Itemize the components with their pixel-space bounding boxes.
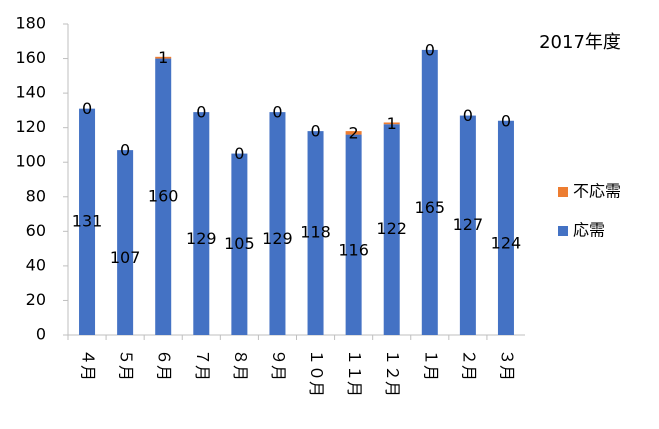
data-label: 131 bbox=[72, 211, 103, 230]
x-tick-label: １２月 bbox=[383, 349, 402, 397]
data-label: 105 bbox=[224, 234, 255, 253]
x-tick-label: ９月 bbox=[269, 349, 288, 381]
legend-marker bbox=[558, 226, 568, 236]
data-label: 118 bbox=[300, 223, 331, 242]
data-label: 2 bbox=[349, 123, 359, 142]
data-label: 116 bbox=[338, 240, 369, 259]
data-label: 0 bbox=[234, 144, 244, 163]
x-tick-label: ８月 bbox=[231, 349, 250, 381]
x-tick-label: ３月 bbox=[497, 349, 516, 381]
legend-marker bbox=[558, 187, 568, 197]
y-tick-label: 120 bbox=[15, 117, 46, 136]
data-label: 129 bbox=[186, 229, 217, 248]
bar-segment bbox=[459, 115, 476, 335]
data-label: 0 bbox=[501, 111, 511, 130]
x-tick-label: １０月 bbox=[307, 349, 326, 397]
bar-segment bbox=[269, 112, 286, 335]
bar-segment bbox=[345, 134, 362, 335]
data-label: 129 bbox=[262, 229, 293, 248]
legend-label: 不応需 bbox=[573, 182, 621, 201]
bar-segment bbox=[155, 56, 172, 59]
data-label: 107 bbox=[110, 248, 141, 267]
data-label: 1 bbox=[387, 114, 397, 133]
y-tick-label: 100 bbox=[15, 152, 46, 171]
x-tick-label: ７月 bbox=[193, 349, 212, 381]
data-label: 0 bbox=[82, 99, 92, 118]
bar-segment bbox=[155, 58, 172, 336]
bar-segment bbox=[345, 131, 362, 135]
data-label: 0 bbox=[463, 106, 473, 125]
y-tick-label: 140 bbox=[15, 83, 46, 102]
data-label: 124 bbox=[491, 233, 522, 252]
x-tick-label: ４月 bbox=[79, 349, 98, 381]
data-label: 0 bbox=[272, 103, 282, 122]
bar-segment bbox=[117, 150, 134, 335]
x-tick-label: ６月 bbox=[155, 349, 174, 381]
x-tick-label: １月 bbox=[421, 349, 440, 381]
x-tick-label: ２月 bbox=[459, 349, 478, 381]
data-label: 165 bbox=[415, 198, 446, 217]
bar-segment bbox=[307, 131, 324, 335]
y-tick-label: 180 bbox=[15, 14, 46, 33]
y-tick-label: 160 bbox=[15, 48, 46, 67]
data-label: 0 bbox=[120, 141, 130, 160]
data-label: 127 bbox=[453, 215, 484, 234]
y-tick-label: 20 bbox=[26, 290, 46, 309]
data-label: 122 bbox=[376, 219, 407, 238]
data-label: 1 bbox=[158, 48, 168, 67]
x-tick-label: １１月 bbox=[345, 349, 364, 397]
bar-segment bbox=[497, 120, 514, 335]
bar-segment bbox=[79, 108, 96, 336]
y-tick-label: 40 bbox=[26, 255, 46, 274]
y-tick-label: 60 bbox=[26, 221, 46, 240]
bar-segment bbox=[421, 49, 438, 336]
x-tick-label: ５月 bbox=[117, 349, 136, 381]
bar-segment bbox=[193, 112, 210, 335]
legend-label: 応需 bbox=[573, 221, 605, 240]
data-label: 0 bbox=[310, 122, 320, 141]
bar-segment bbox=[231, 153, 248, 335]
data-label: 0 bbox=[196, 103, 206, 122]
y-tick-label: 0 bbox=[36, 325, 46, 344]
y-tick-label: 80 bbox=[26, 186, 46, 205]
data-label: 0 bbox=[425, 40, 435, 59]
chart-title: 2017年度 bbox=[539, 32, 621, 53]
bar-segment bbox=[383, 124, 400, 335]
bar-segment bbox=[383, 122, 400, 125]
data-label: 160 bbox=[148, 186, 179, 205]
